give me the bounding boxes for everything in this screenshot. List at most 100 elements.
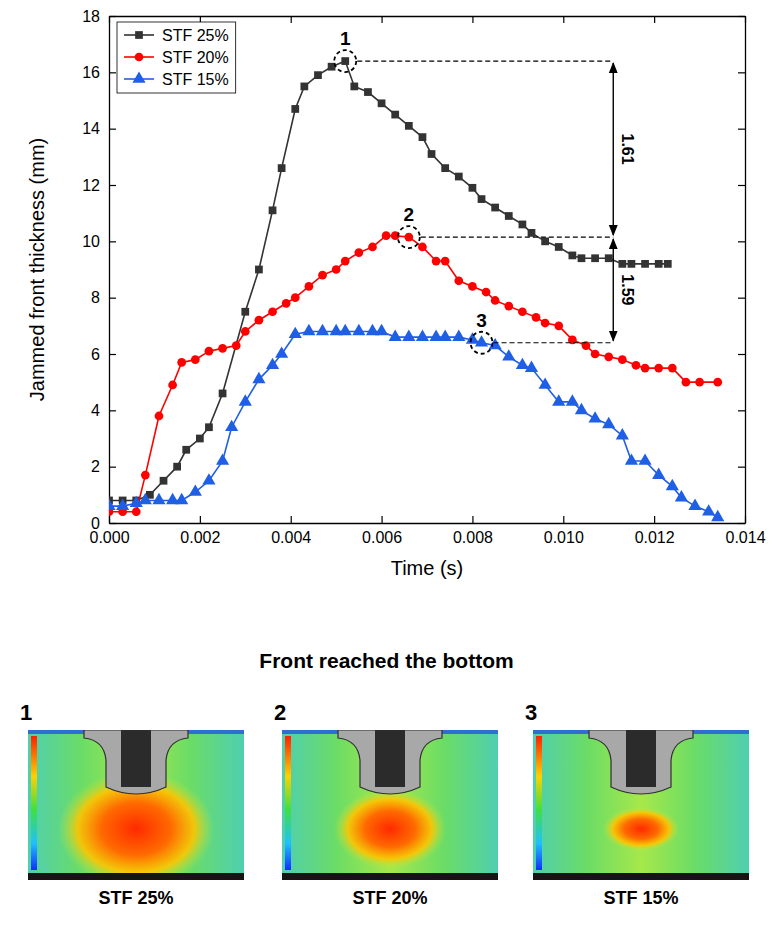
- tick: [738, 129, 745, 130]
- series-marker: [654, 364, 663, 373]
- tick-mark: [109, 72, 116, 73]
- series-marker: [155, 412, 164, 421]
- images-heading: Front reached the bottom: [259, 649, 513, 672]
- image-punch-shaft: [121, 730, 151, 787]
- tick: 0: [91, 515, 116, 532]
- tick: 16: [82, 64, 116, 81]
- series-marker: [216, 453, 229, 464]
- tick-label: 0.006: [362, 529, 402, 546]
- axis-line: [745, 17, 746, 524]
- tick-label: 14: [82, 120, 100, 137]
- image-punch-rim: [84, 730, 188, 794]
- series-marker: [168, 381, 177, 390]
- leader-line: [494, 342, 614, 343]
- y-axis-right: [738, 17, 746, 524]
- point-circle: [334, 50, 356, 72]
- tick-mark: [381, 516, 382, 523]
- image-bottom-band: [28, 873, 244, 880]
- series-marker: [539, 377, 552, 388]
- tick: 14: [82, 120, 116, 137]
- tick-label: 16: [82, 64, 100, 81]
- series-marker: [350, 83, 358, 91]
- series-marker: [354, 248, 363, 257]
- series-marker: [454, 276, 463, 285]
- tick-mark: [738, 523, 745, 524]
- series-marker: [255, 266, 263, 274]
- contour-image: [282, 730, 498, 880]
- tick-label: 12: [82, 177, 100, 194]
- tick-mark: [472, 16, 473, 23]
- tick: 8: [91, 289, 116, 306]
- series-marker: [489, 338, 502, 349]
- series-marker: [682, 378, 691, 387]
- image-bottom-band: [282, 873, 498, 880]
- series-marker: [382, 231, 391, 240]
- tick-label: 0.010: [544, 529, 584, 546]
- series-marker: [616, 428, 629, 439]
- series-marker: [641, 260, 649, 268]
- panel-caption: STF 20%: [352, 888, 427, 908]
- series-marker: [182, 446, 190, 454]
- tick-mark: [738, 410, 745, 411]
- series-marker: [591, 350, 600, 359]
- tick: [563, 16, 564, 23]
- tick-label: 18: [82, 8, 100, 25]
- legend-marker: [132, 71, 145, 82]
- ratio-arrow: [613, 63, 614, 235]
- series-marker: [132, 507, 141, 516]
- tick: 12: [82, 177, 116, 194]
- axis-line: [110, 16, 746, 17]
- panel-label: 3: [525, 700, 537, 725]
- series-marker: [638, 453, 651, 464]
- legend-item: STF 20%: [124, 49, 229, 66]
- series-marker: [532, 313, 541, 322]
- series-marker: [225, 420, 238, 431]
- tick: [738, 410, 745, 411]
- series-marker: [441, 257, 450, 266]
- tick-mark: [738, 241, 745, 242]
- series-marker: [289, 327, 302, 338]
- series-marker: [177, 358, 186, 367]
- series-marker: [252, 372, 265, 383]
- series-line: [109, 236, 718, 512]
- series-marker: [541, 237, 549, 245]
- panel-label: 2: [274, 700, 286, 725]
- series-marker: [341, 57, 349, 65]
- legend-box: [117, 22, 236, 93]
- legend-label: STF 25%: [162, 27, 229, 44]
- series-marker: [352, 324, 365, 335]
- series-marker: [316, 324, 329, 335]
- point-circle: [471, 332, 493, 354]
- leader-line: [357, 60, 613, 61]
- tick-label: 0.000: [89, 529, 129, 546]
- series-marker: [173, 463, 181, 471]
- series-marker: [555, 243, 563, 251]
- series-marker: [568, 252, 576, 260]
- legend-item: STF 25%: [124, 27, 229, 44]
- series-marker: [291, 293, 300, 302]
- tick-mark: [563, 16, 564, 23]
- tick: [738, 185, 745, 186]
- series-marker: [109, 499, 116, 510]
- tick-mark: [109, 523, 116, 524]
- tick-label: 0.004: [271, 529, 311, 546]
- tick-label: 0.014: [725, 529, 765, 546]
- legend-label: STF 15%: [162, 71, 229, 88]
- series-marker: [282, 299, 291, 308]
- series-marker: [378, 99, 386, 107]
- series-marker: [275, 346, 288, 357]
- tick: [738, 16, 745, 17]
- series-marker: [305, 282, 314, 291]
- series-marker: [419, 133, 427, 141]
- series-marker: [711, 510, 724, 521]
- series-marker: [502, 349, 515, 360]
- series-marker: [389, 330, 402, 341]
- series-marker: [339, 324, 352, 335]
- series-marker: [516, 358, 529, 369]
- plot-area: [109, 57, 724, 521]
- series-marker: [202, 473, 215, 484]
- tick: [738, 241, 745, 242]
- tick: [738, 523, 745, 524]
- series-marker: [475, 335, 488, 346]
- image-panels: Front reached the bottom1STF 25%2STF 20%…: [20, 649, 749, 908]
